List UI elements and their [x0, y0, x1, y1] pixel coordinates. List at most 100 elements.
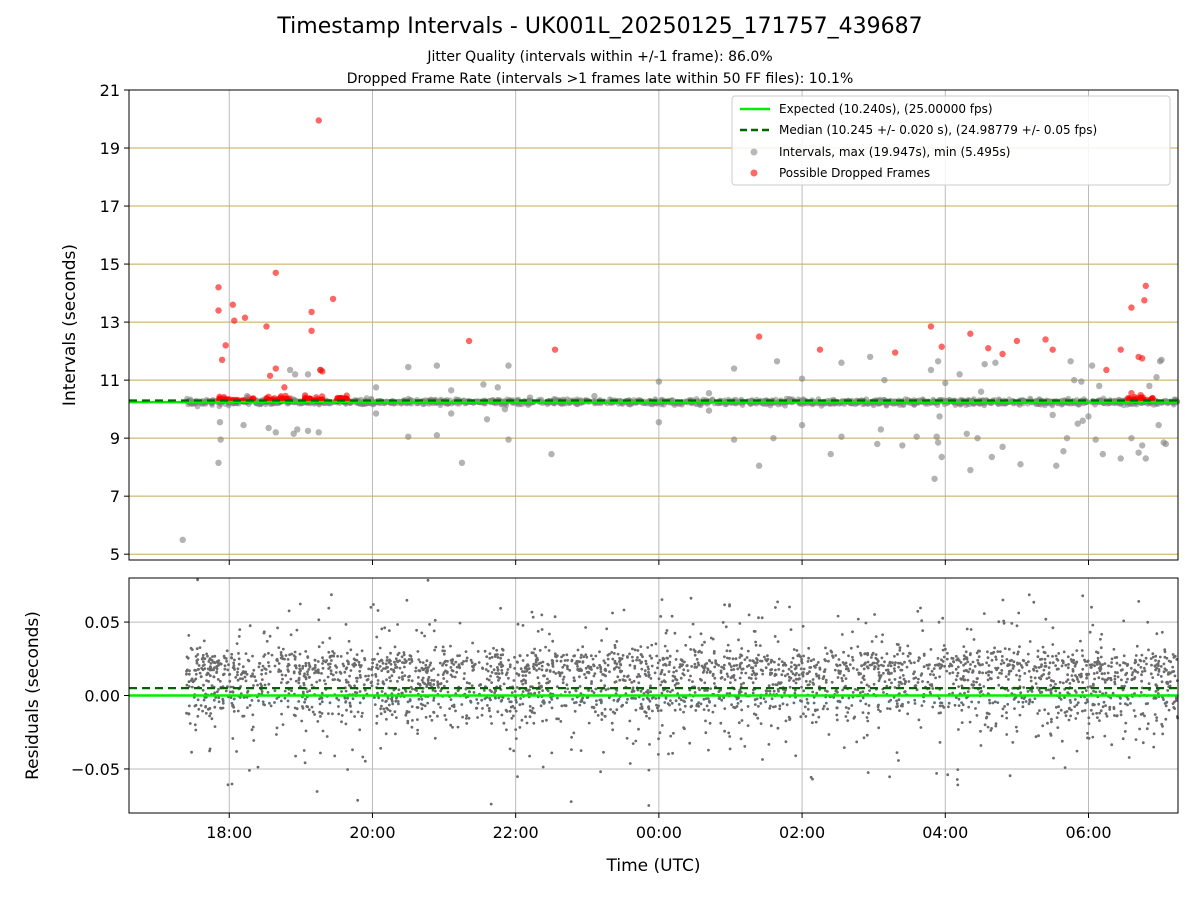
residual-point	[753, 630, 757, 633]
residual-point	[966, 690, 970, 693]
residual-point	[837, 669, 840, 673]
residual-point	[458, 621, 462, 625]
interval-point	[988, 453, 996, 461]
residual-point	[256, 683, 259, 687]
residual-point	[632, 679, 636, 683]
residual-point	[593, 672, 597, 675]
residual-point	[666, 649, 669, 653]
residual-point	[310, 705, 314, 709]
residual-point	[371, 665, 374, 669]
dropped-frame-point	[1013, 337, 1021, 345]
residual-point	[621, 678, 625, 682]
residual-point	[647, 705, 651, 709]
residual-point	[872, 682, 876, 686]
residual-point	[851, 630, 854, 634]
interval-point	[936, 413, 943, 420]
residual-point	[925, 663, 929, 667]
residual-point	[303, 672, 306, 676]
residual-point	[897, 643, 900, 646]
residual-point	[235, 750, 239, 753]
interval-point	[501, 405, 509, 413]
residual-point	[862, 667, 866, 671]
residual-point	[260, 672, 263, 676]
residual-point	[437, 686, 440, 689]
residual-point	[1055, 716, 1059, 719]
residual-point	[537, 691, 541, 694]
residual-point	[825, 652, 829, 655]
residual-point	[411, 687, 414, 691]
residual-point	[951, 657, 955, 660]
residual-point	[277, 662, 281, 665]
residual-point	[543, 674, 546, 678]
residual-point	[446, 690, 450, 694]
residual-point	[1064, 663, 1068, 667]
residual-point	[509, 700, 513, 704]
residual-point	[492, 646, 495, 650]
residual-point	[1171, 653, 1175, 656]
residual-point	[840, 633, 844, 636]
residual-point	[496, 666, 499, 669]
residual-point	[668, 654, 672, 658]
residual-point	[535, 669, 538, 672]
residual-point	[937, 620, 941, 624]
residual-point	[394, 732, 397, 736]
residual-point	[402, 653, 406, 657]
residual-point	[631, 647, 634, 651]
interval-point	[216, 418, 224, 426]
residual-point	[599, 679, 603, 682]
residual-point	[590, 705, 594, 709]
residual-point	[358, 669, 362, 673]
residual-point	[759, 722, 763, 725]
residual-point	[994, 722, 998, 726]
residual-point	[849, 646, 853, 650]
residual-point	[1101, 705, 1105, 709]
residual-point	[658, 731, 662, 735]
residual-point	[744, 671, 748, 675]
residual-point	[598, 663, 601, 667]
residual-point	[870, 656, 873, 659]
residual-point	[673, 631, 677, 635]
residual-point	[515, 686, 519, 689]
residual-point	[464, 687, 468, 691]
residual-point	[564, 704, 568, 708]
residual-point	[267, 664, 271, 668]
residual-point	[1124, 662, 1127, 665]
residual-point	[560, 655, 563, 659]
residual-point	[1142, 659, 1146, 663]
residual-point	[693, 662, 697, 666]
residual-point	[540, 664, 544, 668]
residual-point	[594, 687, 598, 691]
residual-point	[956, 783, 960, 787]
residual-point	[801, 674, 805, 678]
residual-point	[398, 666, 402, 670]
residual-point	[617, 666, 621, 670]
residual-point	[729, 681, 732, 684]
residual-point	[292, 671, 296, 675]
residual-point	[835, 706, 839, 710]
residual-point	[1044, 617, 1048, 621]
residual-point	[912, 677, 916, 680]
residual-point	[599, 701, 603, 705]
residual-point	[417, 669, 421, 672]
residual-point	[410, 679, 414, 683]
interval-point	[897, 402, 903, 408]
residual-point	[465, 722, 469, 725]
residual-point	[579, 749, 583, 752]
residual-point	[821, 707, 825, 711]
residual-point	[656, 666, 659, 670]
residual-point	[978, 691, 982, 694]
residual-point	[330, 654, 333, 658]
residual-point	[1145, 662, 1148, 666]
residual-point	[723, 707, 727, 710]
residual-point	[650, 656, 653, 660]
residual-point	[1054, 664, 1057, 667]
residual-point	[834, 654, 838, 657]
interval-point	[591, 392, 598, 400]
residual-point	[349, 710, 353, 714]
intervals-y-tick-label: 9	[110, 429, 120, 448]
residual-point	[319, 751, 322, 755]
residual-point	[509, 705, 513, 709]
residual-point	[895, 702, 899, 706]
residual-point	[546, 662, 550, 666]
residual-point	[231, 703, 235, 707]
